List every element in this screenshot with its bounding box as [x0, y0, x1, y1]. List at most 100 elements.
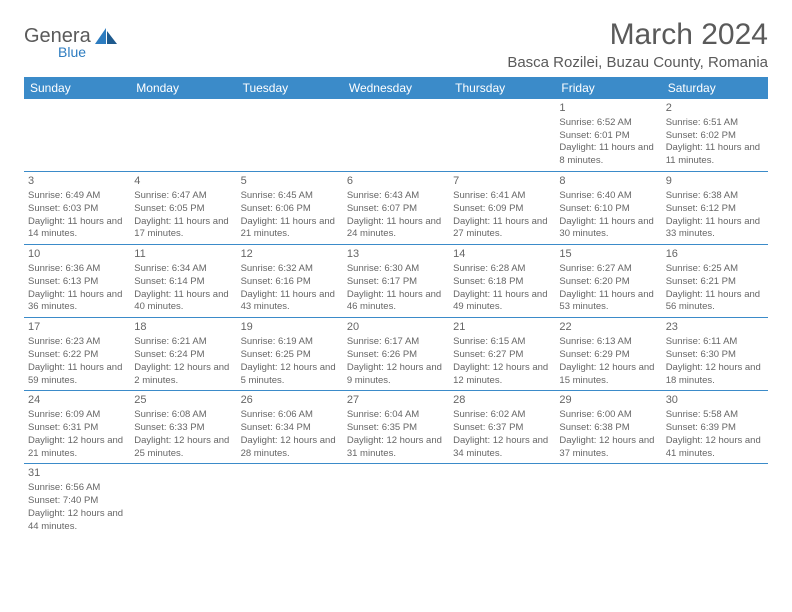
day-number: 15	[559, 247, 657, 262]
daylight-line: Daylight: 12 hours and 31 minutes.	[347, 435, 445, 461]
sunrise-line: Sunrise: 5:58 AM	[666, 409, 764, 422]
calendar-cell: 7Sunrise: 6:41 AMSunset: 6:09 PMDaylight…	[449, 172, 555, 245]
day-number: 4	[134, 174, 232, 189]
calendar-cell: 17Sunrise: 6:23 AMSunset: 6:22 PMDayligh…	[24, 318, 130, 391]
sunset-line: Sunset: 6:09 PM	[453, 203, 551, 216]
day-number: 28	[453, 393, 551, 408]
calendar-cell: 9Sunrise: 6:38 AMSunset: 6:12 PMDaylight…	[662, 172, 768, 245]
calendar-row: 17Sunrise: 6:23 AMSunset: 6:22 PMDayligh…	[24, 318, 768, 391]
sunrise-line: Sunrise: 6:00 AM	[559, 409, 657, 422]
calendar-cell	[555, 464, 661, 537]
sunset-line: Sunset: 6:07 PM	[347, 203, 445, 216]
sunrise-line: Sunrise: 6:49 AM	[28, 190, 126, 203]
sunset-line: Sunset: 6:25 PM	[241, 349, 339, 362]
day-number: 8	[559, 174, 657, 189]
calendar-cell: 1Sunrise: 6:52 AMSunset: 6:01 PMDaylight…	[555, 99, 661, 172]
daylight-line: Daylight: 11 hours and 27 minutes.	[453, 216, 551, 242]
sunrise-line: Sunrise: 6:15 AM	[453, 336, 551, 349]
calendar-row: 31Sunrise: 6:56 AMSunset: 7:40 PMDayligh…	[24, 464, 768, 537]
weekday-header-row: Sunday Monday Tuesday Wednesday Thursday…	[24, 77, 768, 99]
daylight-line: Daylight: 12 hours and 37 minutes.	[559, 435, 657, 461]
daylight-line: Daylight: 12 hours and 21 minutes.	[28, 435, 126, 461]
calendar-row: 3Sunrise: 6:49 AMSunset: 6:03 PMDaylight…	[24, 172, 768, 245]
daylight-line: Daylight: 12 hours and 44 minutes.	[28, 508, 126, 534]
sunset-line: Sunset: 6:05 PM	[134, 203, 232, 216]
daylight-line: Daylight: 12 hours and 34 minutes.	[453, 435, 551, 461]
sunset-line: Sunset: 6:02 PM	[666, 130, 764, 143]
calendar-cell: 26Sunrise: 6:06 AMSunset: 6:34 PMDayligh…	[237, 391, 343, 464]
daylight-line: Daylight: 11 hours and 53 minutes.	[559, 289, 657, 315]
day-number: 27	[347, 393, 445, 408]
sunset-line: Sunset: 6:33 PM	[134, 422, 232, 435]
day-number: 10	[28, 247, 126, 262]
calendar-cell	[343, 464, 449, 537]
calendar-cell: 18Sunrise: 6:21 AMSunset: 6:24 PMDayligh…	[130, 318, 236, 391]
weekday-header: Thursday	[449, 77, 555, 99]
day-number: 14	[453, 247, 551, 262]
weekday-header: Tuesday	[237, 77, 343, 99]
day-number: 6	[347, 174, 445, 189]
sunrise-line: Sunrise: 6:32 AM	[241, 263, 339, 276]
calendar-cell	[24, 99, 130, 172]
weekday-header: Monday	[130, 77, 236, 99]
sunrise-line: Sunrise: 6:41 AM	[453, 190, 551, 203]
sunrise-line: Sunrise: 6:25 AM	[666, 263, 764, 276]
day-number: 20	[347, 320, 445, 335]
calendar-cell: 22Sunrise: 6:13 AMSunset: 6:29 PMDayligh…	[555, 318, 661, 391]
sunset-line: Sunset: 6:10 PM	[559, 203, 657, 216]
calendar-cell: 20Sunrise: 6:17 AMSunset: 6:26 PMDayligh…	[343, 318, 449, 391]
calendar-cell: 23Sunrise: 6:11 AMSunset: 6:30 PMDayligh…	[662, 318, 768, 391]
day-number: 13	[347, 247, 445, 262]
day-number: 18	[134, 320, 232, 335]
sunrise-line: Sunrise: 6:45 AM	[241, 190, 339, 203]
sunrise-line: Sunrise: 6:21 AM	[134, 336, 232, 349]
sunset-line: Sunset: 6:34 PM	[241, 422, 339, 435]
calendar-cell: 19Sunrise: 6:19 AMSunset: 6:25 PMDayligh…	[237, 318, 343, 391]
calendar-cell: 16Sunrise: 6:25 AMSunset: 6:21 PMDayligh…	[662, 245, 768, 318]
calendar-cell	[237, 99, 343, 172]
sunset-line: Sunset: 6:06 PM	[241, 203, 339, 216]
daylight-line: Daylight: 12 hours and 28 minutes.	[241, 435, 339, 461]
sunset-line: Sunset: 6:17 PM	[347, 276, 445, 289]
sunrise-line: Sunrise: 6:36 AM	[28, 263, 126, 276]
sunset-line: Sunset: 6:31 PM	[28, 422, 126, 435]
day-number: 26	[241, 393, 339, 408]
sunset-line: Sunset: 6:12 PM	[666, 203, 764, 216]
calendar-cell: 24Sunrise: 6:09 AMSunset: 6:31 PMDayligh…	[24, 391, 130, 464]
calendar-cell	[130, 99, 236, 172]
weekday-header: Saturday	[662, 77, 768, 99]
logo: Genera Blue	[24, 18, 119, 60]
daylight-line: Daylight: 11 hours and 40 minutes.	[134, 289, 232, 315]
title-block: March 2024 Basca Rozilei, Buzau County, …	[507, 18, 768, 71]
daylight-line: Daylight: 11 hours and 8 minutes.	[559, 142, 657, 168]
sunset-line: Sunset: 6:26 PM	[347, 349, 445, 362]
daylight-line: Daylight: 11 hours and 17 minutes.	[134, 216, 232, 242]
calendar-cell	[662, 464, 768, 537]
calendar-cell: 14Sunrise: 6:28 AMSunset: 6:18 PMDayligh…	[449, 245, 555, 318]
sunset-line: Sunset: 6:35 PM	[347, 422, 445, 435]
sunrise-line: Sunrise: 6:02 AM	[453, 409, 551, 422]
daylight-line: Daylight: 11 hours and 56 minutes.	[666, 289, 764, 315]
sunrise-line: Sunrise: 6:52 AM	[559, 117, 657, 130]
calendar-cell: 2Sunrise: 6:51 AMSunset: 6:02 PMDaylight…	[662, 99, 768, 172]
sail-icon	[93, 26, 119, 46]
day-number: 24	[28, 393, 126, 408]
day-number: 29	[559, 393, 657, 408]
sunset-line: Sunset: 6:16 PM	[241, 276, 339, 289]
calendar-row: 1Sunrise: 6:52 AMSunset: 6:01 PMDaylight…	[24, 99, 768, 172]
daylight-line: Daylight: 11 hours and 24 minutes.	[347, 216, 445, 242]
sunset-line: Sunset: 6:39 PM	[666, 422, 764, 435]
sunrise-line: Sunrise: 6:47 AM	[134, 190, 232, 203]
sunset-line: Sunset: 6:14 PM	[134, 276, 232, 289]
daylight-line: Daylight: 11 hours and 36 minutes.	[28, 289, 126, 315]
calendar-row: 24Sunrise: 6:09 AMSunset: 6:31 PMDayligh…	[24, 391, 768, 464]
logo-text-genera: Genera	[24, 27, 91, 45]
location: Basca Rozilei, Buzau County, Romania	[507, 54, 768, 71]
calendar-cell: 21Sunrise: 6:15 AMSunset: 6:27 PMDayligh…	[449, 318, 555, 391]
sunrise-line: Sunrise: 6:38 AM	[666, 190, 764, 203]
calendar-cell	[449, 99, 555, 172]
weekday-header: Wednesday	[343, 77, 449, 99]
daylight-line: Daylight: 11 hours and 59 minutes.	[28, 362, 126, 388]
sunset-line: Sunset: 6:20 PM	[559, 276, 657, 289]
calendar-cell	[343, 99, 449, 172]
